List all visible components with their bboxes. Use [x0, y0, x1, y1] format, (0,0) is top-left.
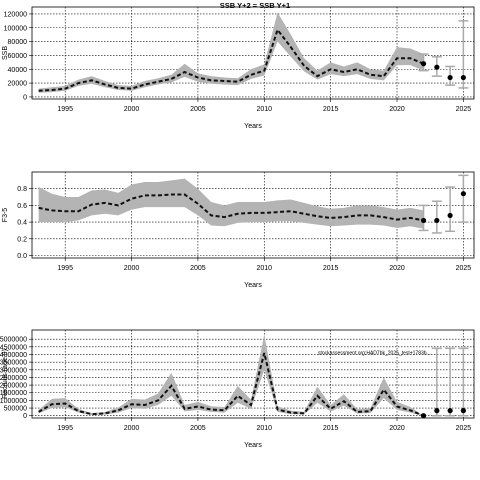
projection-point	[460, 408, 466, 414]
y-tick-label: 80000	[8, 39, 28, 46]
x-tick-label: 2000	[124, 106, 140, 113]
y-tick-label: 0.6	[17, 203, 27, 210]
y-tick-label: 2000000	[0, 383, 27, 390]
projection-point	[460, 74, 466, 81]
y-axis-label: Recruits (age 0)	[2, 349, 9, 399]
x-tick-label: 1995	[57, 425, 73, 432]
estimate-line	[38, 27, 424, 92]
estimate-line	[38, 352, 424, 417]
y-tick-label: 0	[23, 413, 27, 420]
x-tick-label: 2020	[389, 265, 405, 272]
x-tick-label: 1995	[57, 106, 73, 113]
confidence-band	[38, 334, 424, 416]
x-tick-label: 2000	[124, 425, 140, 432]
x-tick-label: 2010	[256, 425, 272, 432]
projection-point	[460, 191, 466, 197]
x-tick-label: 2015	[323, 106, 339, 113]
x-tick-label: 2000	[124, 265, 140, 272]
y-tick-label: 1000000	[0, 398, 27, 405]
plot-frame	[31, 171, 475, 259]
x-tick-label: 2005	[190, 106, 206, 113]
y-tick-label: 0	[23, 94, 27, 101]
x-tick-label: 2010	[256, 265, 272, 272]
y-tick-label: 0.4	[17, 220, 27, 227]
y-tick-label: 4000000	[0, 352, 27, 359]
projection-point	[434, 408, 440, 414]
x-tick-label: 2005	[190, 425, 206, 432]
x-tick-label: 1995	[57, 265, 73, 272]
x-tick-label: 2015	[323, 265, 339, 272]
y-tick-label: 0.2	[17, 236, 27, 243]
chart-panel-2: 1995 2000 2005 2010 2015 2020 2025 0.0 0.2 0.4 0.6…	[2, 171, 475, 289]
y-tick-label: 3000000	[0, 367, 27, 374]
y-axis-label: F3-5	[2, 208, 9, 223]
chart-panel-3: 1995 2000 2005 2010 2015 2020 2025 050000010000…	[0, 329, 475, 449]
y-tick-label: 20000	[8, 81, 28, 88]
plot-frame	[31, 6, 475, 100]
projection-point	[447, 212, 453, 219]
y-tick-label: 4500000	[0, 344, 27, 351]
projection-point	[420, 217, 427, 224]
y-tick-label: 2500000	[0, 375, 27, 382]
projection-point	[420, 61, 427, 67]
projection-point	[420, 413, 427, 419]
plot-frame	[31, 329, 475, 419]
y-axis-label: SSB	[2, 46, 9, 60]
x-tick-label: 2020	[389, 106, 405, 113]
y-tick-label: 5000000	[0, 337, 27, 344]
x-axis-label: Years	[244, 282, 262, 289]
y-tick-label: 60000	[8, 53, 28, 60]
x-axis-label: Years	[244, 442, 262, 449]
projection-point	[434, 64, 440, 70]
y-tick-label: 500000	[4, 406, 27, 413]
x-tick-label: 2015	[323, 425, 339, 432]
chart-panel-1: 1995 2000 2005 2010 2015 2020 2025 0 20000 40000 6…	[2, 1, 475, 130]
y-tick-label: 120000	[4, 11, 27, 18]
estimate-line	[38, 193, 424, 222]
y-tick-label: 40000	[8, 67, 28, 74]
projection-point	[447, 74, 453, 81]
x-tick-label: 2020	[389, 425, 405, 432]
y-tick-label: 0.8	[17, 186, 27, 193]
y-tick-label: 100000	[4, 25, 27, 32]
projection-point	[447, 408, 453, 414]
source-annotation: stockassessment.org:HAD7bk_2025_test+178…	[318, 350, 431, 356]
x-tick-label: 2010	[256, 106, 272, 113]
x-tick-label: 2025	[456, 425, 472, 432]
chart-title: SSB Y+2 = SSB Y+1	[220, 1, 290, 10]
x-tick-label: 2005	[190, 265, 206, 272]
y-tick-label: 0.0	[17, 253, 27, 260]
projection-point	[434, 217, 440, 224]
y-tick-label: 3500000	[0, 360, 27, 367]
x-axis-label: Years	[244, 123, 262, 130]
x-tick-label: 2025	[456, 265, 472, 272]
y-tick-label: 1500000	[0, 390, 27, 397]
confidence-band	[38, 12, 424, 93]
x-tick-label: 2025	[456, 106, 472, 113]
confidence-band	[38, 178, 424, 229]
